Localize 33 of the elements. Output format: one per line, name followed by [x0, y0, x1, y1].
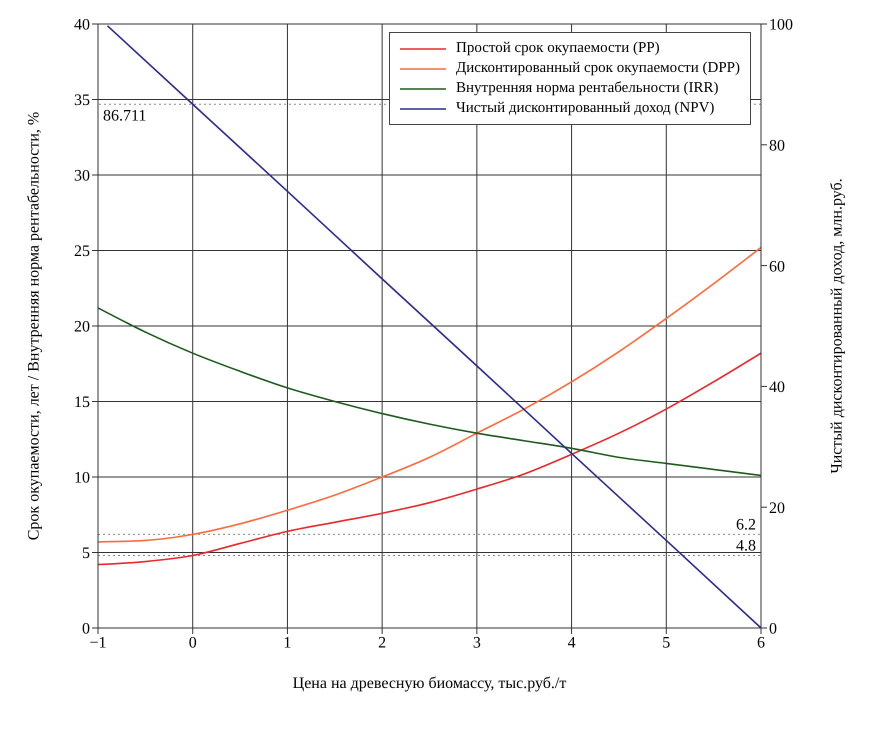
ref-line-label: 86.711 [103, 108, 146, 125]
x-tick-label: 2 [378, 634, 386, 652]
y2-axis-title: Чистый дисконтированный доход, млн.руб. [828, 178, 846, 474]
y-tick-label: 5 [82, 545, 90, 562]
legend-label: Дисконтированный срок окупаемости (DPP) [456, 60, 740, 77]
ref-line-label: 4.8 [736, 538, 756, 555]
y-tick-label: 25 [74, 243, 90, 260]
y2-tick-label: 0 [769, 620, 777, 638]
x-tick-label: 0 [188, 634, 197, 652]
x-tick-label: 1 [283, 634, 292, 652]
y2-tick-label: 20 [769, 500, 785, 517]
y2-tick-label: 80 [769, 137, 785, 154]
legend-label: Чистый дисконтированный доход (NPV) [456, 100, 714, 117]
x-tick-label: 5 [662, 634, 670, 652]
y2-tick-label: 40 [769, 379, 785, 396]
y-tick-label: 40 [74, 16, 90, 34]
y2-tick-label: 100 [769, 16, 793, 34]
y-axis-title: Срок окупаемости, лет / Внутренняя норма рентабельности, % [26, 112, 43, 540]
legend-label: Простой срок окупаемости (PP) [456, 40, 660, 57]
y-tick-label: 10 [74, 470, 90, 487]
x-axis-title: Цена на древесную биомассу, тыс.руб./т [292, 675, 566, 692]
y-tick-label: 15 [74, 394, 90, 412]
x-tick-label: 6 [757, 634, 765, 652]
y-tick-label: 0 [82, 620, 90, 638]
y-tick-label: 20 [74, 318, 90, 336]
x-tick-label: 4 [568, 634, 576, 652]
y-tick-label: 35 [74, 92, 90, 110]
ref-line-label: 6.2 [736, 516, 756, 534]
y-tick-label: 30 [74, 168, 90, 185]
x-tick-label: 3 [472, 634, 481, 652]
legend-label: Внутренняя норма рентабельности (IRR) [456, 80, 719, 97]
y2-tick-label: 60 [769, 258, 785, 276]
x-tick-label: −1 [89, 634, 107, 652]
